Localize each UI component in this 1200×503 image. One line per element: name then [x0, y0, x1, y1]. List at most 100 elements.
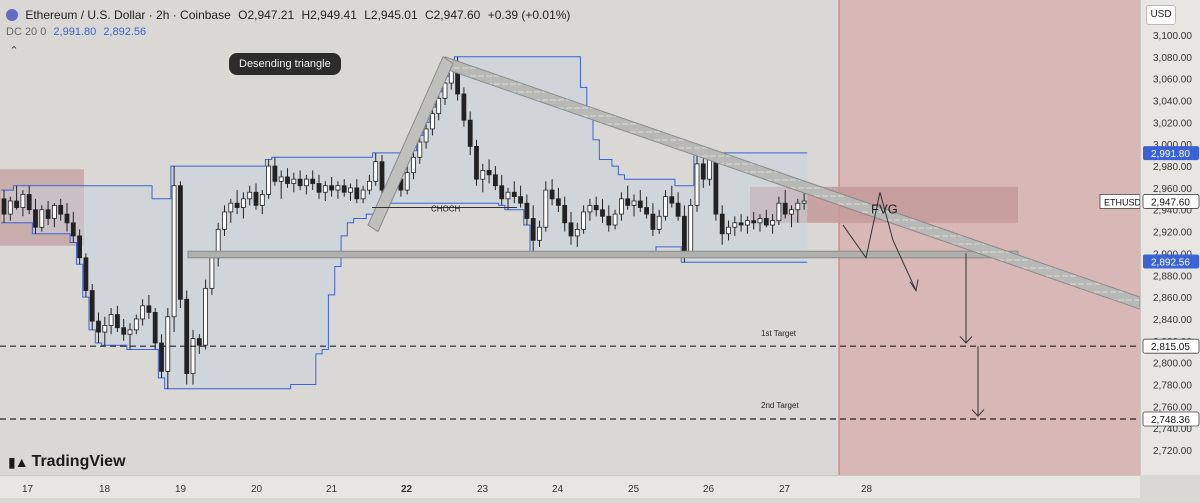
candle-body: [203, 287, 209, 346]
candle: [240, 192, 246, 219]
price-axis[interactable]: 3,100.00 3,080.00 3,060.00 3,040.00 3,020.00…: [1140, 0, 1200, 475]
candle: [322, 181, 328, 201]
candle-body: [461, 93, 467, 121]
candle-body: [115, 314, 120, 329]
candle: [505, 187, 511, 210]
candle-body: [146, 305, 152, 313]
candle: [335, 181, 341, 199]
collapse-legend-chevron-up-icon[interactable]: ⌃: [9, 45, 19, 57]
candle-body: [209, 257, 215, 289]
candle: [159, 334, 164, 378]
candle: [606, 205, 612, 232]
price-tag: [1142, 411, 1200, 427]
candle-body: [39, 209, 45, 228]
price-tick-label: 3,020.00: [1153, 118, 1192, 129]
pattern-label[interactable]: Desending triangle: [229, 53, 341, 75]
candle: [631, 194, 637, 217]
candle-body: [543, 189, 549, 228]
candle: [663, 190, 668, 221]
candle-body: [486, 170, 492, 176]
price-tag-label: 2,991.80: [1151, 149, 1190, 160]
candle: [228, 198, 234, 223]
candle: [360, 185, 366, 204]
price-tick-label: 2,980.00: [1153, 162, 1192, 173]
candle: [556, 187, 561, 212]
symbol-title[interactable]: Ethereum / U.S. Dollar · 2h · Coinbase: [25, 8, 231, 22]
candle: [146, 294, 152, 319]
candle: [1, 190, 7, 223]
candle: [310, 170, 316, 191]
candle-body: [52, 204, 57, 219]
price-tag-label: 2,748.36: [1151, 415, 1190, 426]
candle-body: [417, 141, 423, 158]
candle-body: [801, 200, 807, 204]
candle: [568, 211, 574, 245]
currency-button[interactable]: USD: [1146, 5, 1176, 25]
candle-body: [121, 327, 127, 335]
candle: [612, 209, 618, 230]
candle-body: [14, 200, 20, 208]
candle-body: [341, 185, 347, 193]
candle: [222, 205, 227, 236]
candle: [619, 192, 624, 221]
indicator-legend[interactable]: DC 20 0 2,991.80 2,892.56: [6, 26, 150, 38]
candle: [763, 209, 769, 228]
candle-body: [322, 185, 328, 193]
candle: [423, 122, 429, 149]
candle-body: [329, 185, 335, 191]
candle: [644, 196, 649, 219]
candle-body: [505, 191, 511, 200]
candle-body: [303, 178, 309, 187]
candle-body: [556, 198, 561, 206]
candle-body: [108, 314, 114, 326]
candle-body: [348, 187, 353, 193]
ohlc-open: O2,947.21: [238, 8, 295, 22]
time-tick-label: 20: [251, 484, 263, 495]
candle: [411, 150, 416, 180]
price-tag-label: 2,892.56: [1151, 258, 1190, 269]
candle-body: [354, 187, 360, 200]
target2-arrowhead: [971, 409, 985, 417]
candle: [366, 174, 372, 195]
price-tick-label: 2,920.00: [1153, 228, 1192, 239]
candle-body: [96, 320, 101, 333]
ohlc-close: C2,947.60: [424, 8, 481, 22]
candle-body: [33, 209, 38, 228]
candle: [171, 166, 177, 333]
chart-plot-area[interactable]: CHOCH FVG 1st Target 2nd Target ETHUSD: [0, 0, 1140, 475]
candle-body: [259, 194, 265, 206]
brand-name: TradingView: [31, 453, 126, 470]
candle: [751, 211, 757, 230]
candle-body: [530, 218, 536, 241]
candle: [348, 183, 353, 201]
candle: [77, 229, 82, 265]
price-tick-label: 2,860.00: [1153, 293, 1192, 304]
candle: [719, 205, 725, 245]
donchian-fill: [0, 56, 808, 389]
time-tick-label: 21: [326, 484, 338, 495]
price-tag-label: 2,947.60: [1151, 197, 1190, 208]
candle-body: [436, 97, 442, 115]
candle: [266, 159, 272, 199]
candle-body: [247, 191, 253, 200]
candle-body: [694, 163, 700, 206]
candle-body: [1, 198, 7, 215]
candle: [133, 314, 139, 335]
candle: [694, 155, 700, 212]
candle: [177, 181, 183, 309]
ohlc-high: H2,949.41: [301, 8, 357, 22]
candle: [429, 107, 435, 136]
candle-body: [140, 305, 146, 320]
time-axis[interactable]: 17 18 19 20 21 22 23 24 25 26 27 28: [0, 475, 1140, 498]
candle-body: [240, 198, 246, 208]
candle: [115, 305, 120, 333]
candle-body: [152, 311, 158, 344]
candle: [486, 159, 492, 184]
candle: [45, 201, 51, 226]
candle-body: [763, 218, 769, 226]
candle-body: [58, 204, 64, 215]
candle-body: [297, 178, 303, 187]
candle-body: [133, 318, 139, 331]
candle-body: [360, 189, 366, 200]
indicator-lower-value: 2,892.56: [103, 26, 147, 38]
